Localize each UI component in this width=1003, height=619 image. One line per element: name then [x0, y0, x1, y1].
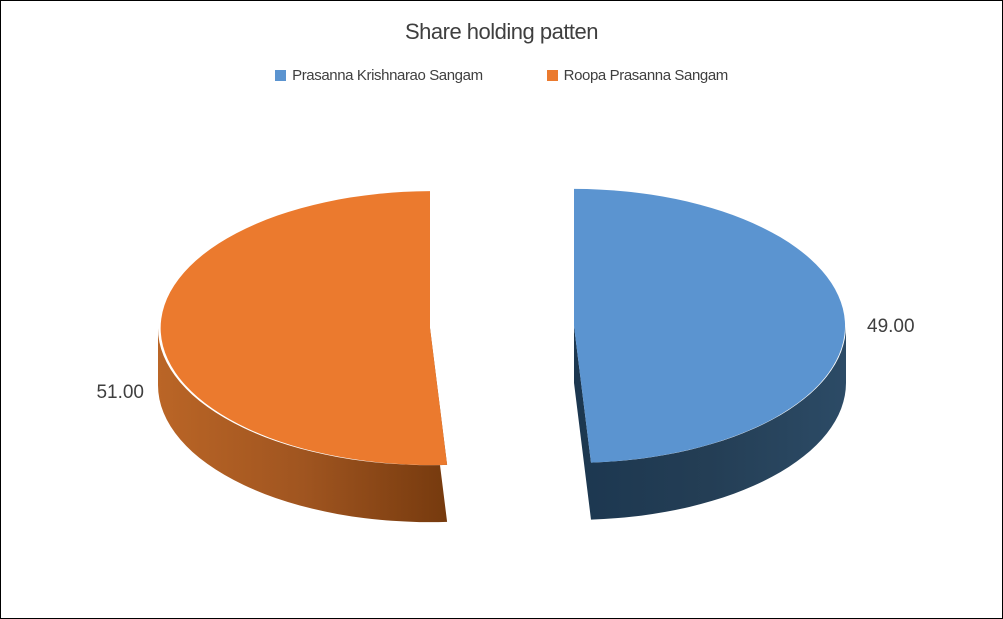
chart-title: Share holding patten: [404, 19, 599, 44]
data-label-blue-slice: 49.00: [867, 316, 915, 337]
pie-slice-2-top[interactable]: [160, 191, 448, 466]
legend-swatch-orange-icon: [546, 70, 558, 81]
pie-slice-1-top[interactable]: [574, 188, 846, 463]
pie-slices: [157, 188, 846, 523]
data-label-orange-slice: 51.00: [96, 382, 144, 403]
legend-item-prasanna[interactable]: Prasanna Krishnarao Sangam: [275, 67, 483, 84]
legend: Prasanna Krishnarao Sangam Roopa Prasann…: [1, 67, 1002, 84]
legend-item-roopa[interactable]: Roopa Prasanna Sangam: [546, 67, 729, 84]
pie-slice-2-side: [157, 328, 448, 523]
legend-swatch-blue-icon: [275, 70, 287, 81]
legend-label-prasanna: Prasanna Krishnarao Sangam: [292, 67, 483, 84]
legend-label-roopa: Roopa Prasanna Sangam: [563, 67, 729, 84]
pie-slice-1-side: [574, 325, 846, 520]
